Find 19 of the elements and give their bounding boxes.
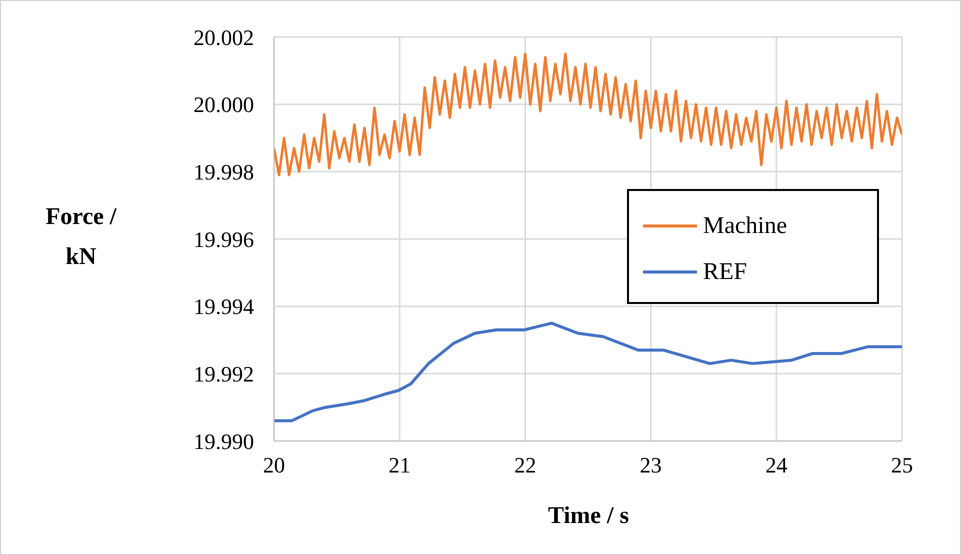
y-tick-label: 19.998 <box>194 159 254 184</box>
y-tick-label: 19.994 <box>194 294 254 320</box>
y-tick-label: 19.990 <box>194 428 254 454</box>
x-tick-label: 24 <box>765 452 788 478</box>
x-axis-title: Time / s <box>547 503 630 530</box>
x-tick-label: 21 <box>388 452 411 478</box>
legend-label: Machine <box>703 212 787 240</box>
y-tick-label: 20.000 <box>194 92 254 118</box>
x-tick-label: 23 <box>640 452 662 478</box>
x-tick-label: 25 <box>891 452 913 478</box>
y-tick-label: 19.992 <box>194 361 254 386</box>
legend-label: REF <box>703 258 748 286</box>
y-tick-label: 20.002 <box>194 24 254 50</box>
line-series <box>274 322 902 422</box>
line-series <box>274 52 902 176</box>
x-tick-label: 20 <box>263 452 285 478</box>
y-tick-label: 19.996 <box>194 226 254 252</box>
x-tick-label: 22 <box>514 452 536 478</box>
y-axis-title: Force / kN <box>44 203 118 272</box>
